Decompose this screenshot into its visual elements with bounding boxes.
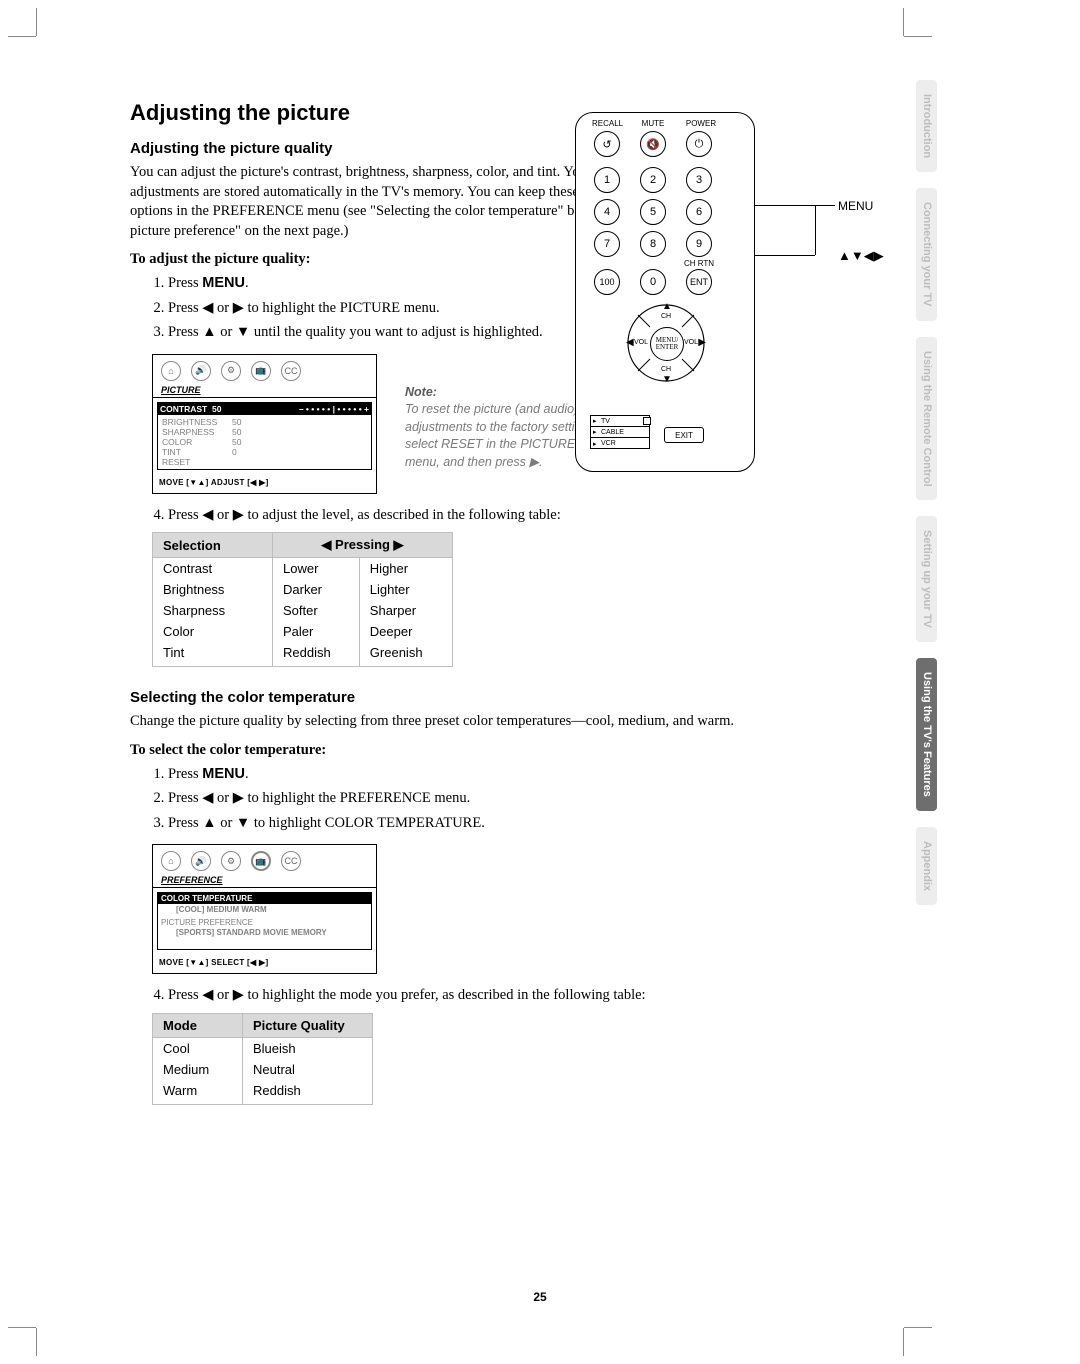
th-selection: Selection — [153, 533, 273, 558]
osd-footer: MOVE [▼▲] ADJUST [◀ ▶] — [153, 474, 376, 493]
pressing-table: Selection ◀ Pressing ▶ ContrastLowerHigh… — [152, 532, 453, 667]
osd-tab-icons: ⌂ 🔊 ⚙ 📺 CC — [153, 355, 376, 385]
osd-icon: CC — [281, 361, 301, 381]
crop-mark — [8, 1327, 36, 1328]
tab-introduction: Introduction — [916, 80, 937, 172]
dpad: MENU/ ENTER ▲ ▼ ◀ ▶ CH CH VOL VOL — [626, 303, 706, 383]
osd-icon-active: 📺 — [251, 851, 271, 871]
osd-body: CONTRAST 50 – • • • • • | • • • • • + BR… — [157, 402, 372, 470]
crop-mark — [8, 36, 36, 37]
page-number: 25 — [0, 1290, 1080, 1304]
tab-remote: Using the Remote Control — [916, 337, 937, 501]
th-pq: Picture Quality — [243, 1013, 373, 1037]
osd-row-label: COLOR TEMPERATURE — [158, 893, 371, 904]
digit-8: 8 — [640, 231, 666, 257]
tab-features: Using the TV's Features — [916, 658, 937, 811]
tab-connecting: Connecting your TV — [916, 188, 937, 321]
ent-button: ENT — [686, 269, 712, 295]
digit-7: 7 — [594, 231, 620, 257]
osd-tab-icons: ⌂ 🔊 ⚙ 📺 CC — [153, 845, 376, 875]
digit-100: 100 — [594, 269, 620, 295]
digit-2: 2 — [640, 167, 666, 193]
menu-label: MENU — [202, 275, 245, 291]
osd-icon: ⚙ — [221, 361, 241, 381]
ct-step-2: Press ◀ or ▶ to highlight the PREFERENCE… — [168, 787, 750, 809]
tab-setting-up: Setting up your TV — [916, 516, 937, 642]
ct-step-3: Press ▲ or ▼ to highlight COLOR TEMPERAT… — [168, 812, 750, 834]
digit-3: 3 — [686, 167, 712, 193]
osd-preference-menu: ⌂ 🔊 ⚙ 📺 CC PREFERENCE COLOR TEMPERATURE … — [152, 844, 377, 974]
crop-mark — [904, 1327, 932, 1328]
up-arrow-icon: ▲ — [662, 301, 672, 312]
osd-row-opts: [SPORTS] STANDARD MOVIE MEMORY — [158, 927, 371, 941]
callout-arrows: ▲▼◀▶ — [838, 248, 884, 264]
osd-slider: – • • • • • | • • • • • + — [299, 404, 369, 414]
colortemp-intro: Change the picture quality by selecting … — [130, 712, 750, 732]
osd-icon: ⌂ — [161, 361, 181, 381]
ct-step-4: Press ◀ or ▶ to highlight the mode you p… — [168, 984, 750, 1006]
digit-5: 5 — [640, 199, 666, 225]
menu-label: MENU — [202, 766, 245, 782]
remote-body: RECALL MUTE POWER ↺ 🔇 ⏻ 1 2 3 4 5 6 7 8 … — [575, 112, 755, 472]
osd-icon: 🔊 — [191, 851, 211, 871]
right-arrow-icon: ▶ — [698, 337, 706, 348]
step-4: Press ◀ or ▶ to adjust the level, as des… — [168, 504, 750, 526]
ct-step-1: Press MENU. — [168, 763, 750, 785]
crop-mark — [36, 1328, 37, 1356]
osd-icon: CC — [281, 851, 301, 871]
osd-icon: 📺 — [251, 361, 271, 381]
down-arrow-icon: ▼ — [662, 374, 672, 385]
th-pressing: ◀ Pressing ▶ — [273, 533, 453, 558]
mute-button: 🔇 — [640, 131, 666, 157]
menu-enter-button: MENU/ ENTER — [650, 327, 684, 361]
callout-line — [755, 205, 835, 206]
digit-9: 9 — [686, 231, 712, 257]
steps-quality-cont: Press ◀ or ▶ to adjust the level, as des… — [130, 504, 750, 526]
callout-bracket — [815, 205, 816, 255]
crop-mark — [904, 36, 932, 37]
crop-mark — [903, 1328, 904, 1356]
section-tabs: Introduction Connecting your TV Using th… — [916, 80, 950, 921]
digit-4: 4 — [594, 199, 620, 225]
digit-6: 6 — [686, 199, 712, 225]
osd-icon: ⌂ — [161, 851, 181, 871]
mode-table: Mode Picture Quality CoolBlueish MediumN… — [152, 1013, 373, 1105]
osd-row-opts: [COOL] MEDIUM WARM — [158, 904, 371, 918]
left-arrow-icon: ◀ — [626, 337, 634, 348]
callout-line — [755, 255, 815, 256]
osd-picture-menu: ⌂ 🔊 ⚙ 📺 CC PICTURE CONTRAST 50 – • • • •… — [152, 354, 377, 494]
steps-colortemp-cont: Press ◀ or ▶ to highlight the mode you p… — [130, 984, 750, 1006]
osd-selected-row: CONTRAST 50 – • • • • • | • • • • • + — [158, 403, 371, 415]
digit-0: 0 — [640, 269, 666, 295]
crop-mark — [903, 8, 904, 36]
lead-colortemp: To select the color temperature: — [130, 742, 750, 759]
osd-title: PICTURE — [153, 385, 376, 398]
power-button: ⏻ — [686, 131, 712, 157]
osd-row-label: PICTURE PREFERENCE — [158, 918, 371, 927]
source-slider: ▸TV ▸CABLE ▸VCR — [590, 415, 650, 449]
exit-button: EXIT — [664, 427, 704, 443]
osd-footer: MOVE [▼▲] SELECT [◀ ▶] — [153, 954, 376, 973]
section-heading-colortemp: Selecting the color temperature — [130, 689, 750, 706]
steps-colortemp: Press MENU. Press ◀ or ▶ to highlight th… — [130, 763, 750, 834]
crop-mark — [36, 8, 37, 36]
osd-icon: 🔊 — [191, 361, 211, 381]
osd-title: PREFERENCE — [153, 875, 376, 888]
th-mode: Mode — [153, 1013, 243, 1037]
remote-diagram: RECALL MUTE POWER ↺ 🔇 ⏻ 1 2 3 4 5 6 7 8 … — [575, 112, 755, 472]
osd-icon: ⚙ — [221, 851, 241, 871]
recall-button: ↺ — [594, 131, 620, 157]
callout-menu: MENU — [838, 199, 873, 213]
digit-1: 1 — [594, 167, 620, 193]
osd-body: COLOR TEMPERATURE [COOL] MEDIUM WARM PIC… — [157, 892, 372, 950]
tab-appendix: Appendix — [916, 827, 937, 905]
